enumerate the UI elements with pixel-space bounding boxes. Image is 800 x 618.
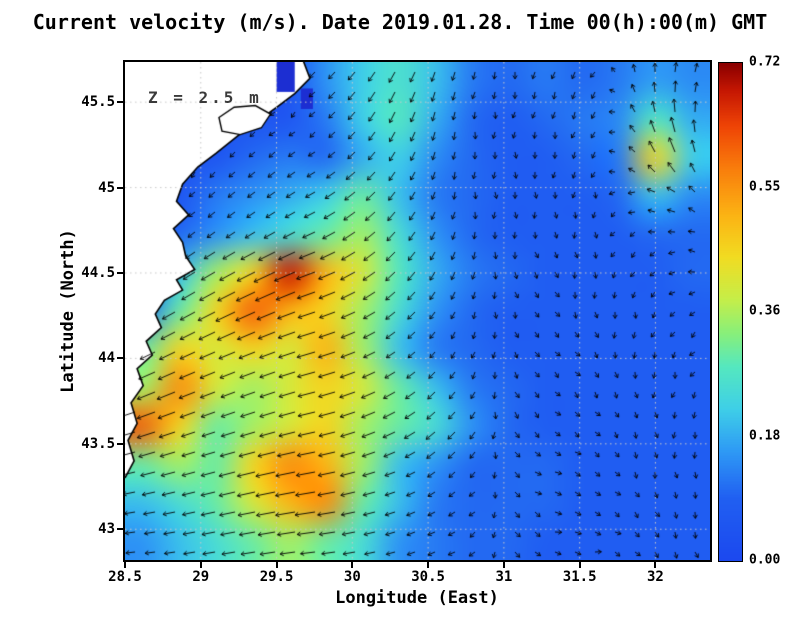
- x-tick-mark: [275, 562, 278, 568]
- x-axis-label: Longitude (East): [335, 588, 499, 608]
- x-tick-label: 31.5: [562, 569, 597, 585]
- x-tick-label: 32: [647, 569, 664, 585]
- colorbar-tick-label: 0.72: [749, 54, 781, 70]
- x-tick-mark: [502, 562, 505, 568]
- chart-title: Current velocity (m/s). Date 2019.01.28.…: [32, 10, 768, 34]
- colorbar-tick-label: 0.36: [749, 303, 781, 319]
- x-tick-label: 29.5: [259, 569, 294, 585]
- colorbar-labels: 0.00 0.18 0.36 0.55 0.72: [749, 55, 799, 568]
- y-tick-mark: [117, 528, 123, 531]
- y-tick-label: 43: [98, 521, 115, 538]
- depth-annotation: Z = 2.5 m: [148, 88, 262, 107]
- y-tick-label: 45: [98, 179, 115, 196]
- x-tick-label: 31: [495, 569, 513, 585]
- x-tick-label: 30: [343, 569, 361, 585]
- y-tick-label: 45.5: [81, 94, 115, 111]
- y-tick-label: 43.5: [81, 435, 115, 452]
- colorbar: [718, 62, 743, 562]
- colorbar-tick-label: 0.18: [749, 428, 781, 443]
- y-tick-mark: [117, 186, 123, 189]
- x-tick-mark: [654, 562, 657, 568]
- y-tick-mark: [117, 271, 123, 274]
- y-axis-label: Latitude (North): [58, 229, 78, 393]
- colorbar-tick-label: 0.55: [749, 179, 781, 194]
- y-tick-label: 44.5: [81, 264, 115, 281]
- x-tick-mark: [124, 562, 126, 568]
- x-tick-label: 29: [192, 569, 210, 585]
- x-tick-mark: [351, 562, 354, 568]
- x-tick-label: 30.5: [411, 569, 445, 585]
- colorbar-tick-label: 0.00: [749, 552, 781, 568]
- y-tick-label: 44: [98, 350, 115, 367]
- x-tick-mark: [199, 562, 202, 568]
- x-tick-mark: [578, 562, 581, 568]
- x-tick-label: 28.5: [108, 569, 142, 585]
- x-tick-mark: [427, 562, 430, 568]
- y-tick-mark: [117, 442, 123, 445]
- y-tick-mark: [117, 101, 123, 104]
- y-tick-mark: [117, 357, 123, 360]
- velocity-heatmap-canvas: [125, 62, 710, 560]
